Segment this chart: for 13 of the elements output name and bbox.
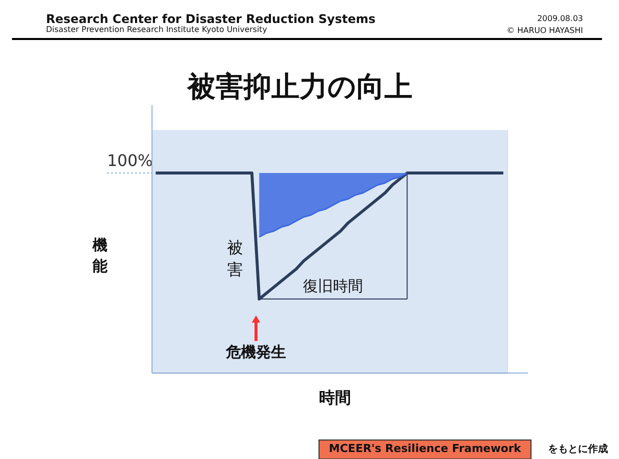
text: をもとに作成 <box>548 443 608 455</box>
chart-title: 被害抑止力の向上 <box>186 70 412 103</box>
text: 2009.08.03 <box>537 14 583 23</box>
annotation: 被害 <box>227 238 243 279</box>
text: Disaster Prevention Research Institute Kyoto University <box>46 25 268 34</box>
text: MCEER's Resilience Framework <box>328 442 522 455</box>
annotation: 危機発生 <box>225 343 286 361</box>
text: Research Center for Disaster Reduction Systems <box>46 12 376 26</box>
ref-line-label: 復旧時間 <box>303 277 364 295</box>
y-axis-title: 機能 <box>92 236 108 275</box>
x-axis-title: 時間 <box>319 388 351 407</box>
ref-line-label: 100% <box>107 151 153 170</box>
text: © HARUO HAYASHI <box>506 26 583 35</box>
